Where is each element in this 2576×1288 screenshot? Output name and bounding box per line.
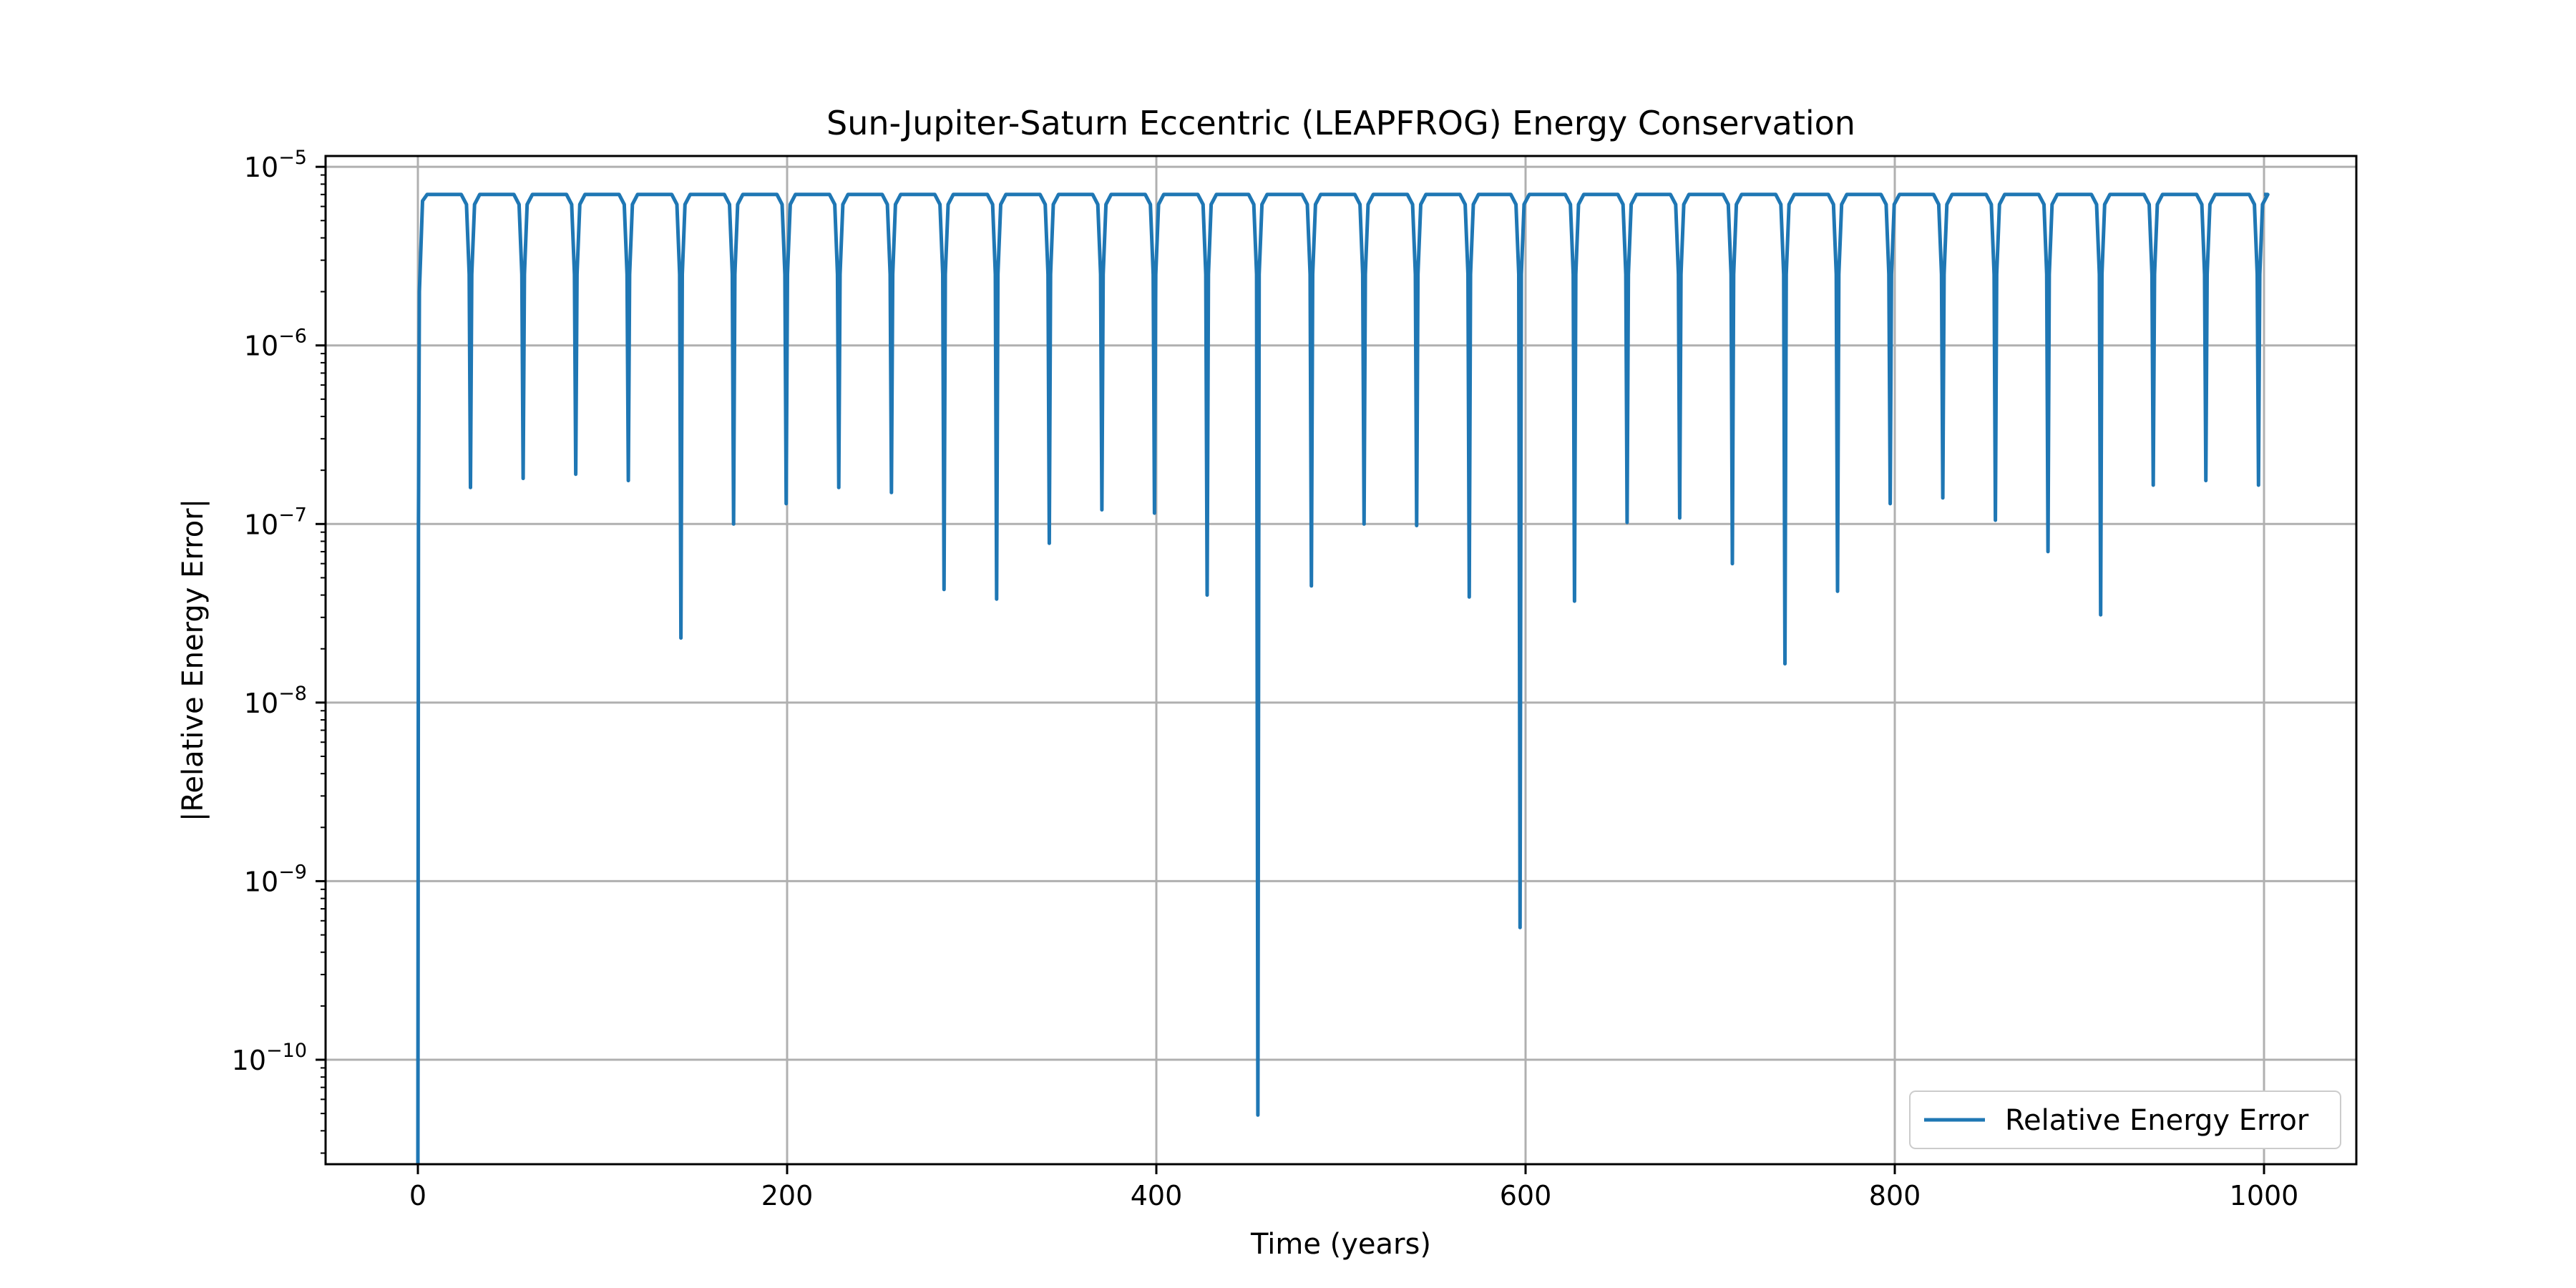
y-tick-label: 10−8 bbox=[244, 683, 307, 719]
x-tick-label: 600 bbox=[1500, 1180, 1552, 1211]
axis-ticks: 0 200 400 600 800 100010−510−610−710−810−910−… bbox=[232, 147, 2299, 1211]
y-tick-base: 10 bbox=[232, 1045, 266, 1076]
y-tick-exponent: −9 bbox=[278, 861, 307, 883]
y-tick-exponent: −7 bbox=[278, 504, 307, 526]
y-tick-base: 10 bbox=[244, 509, 278, 540]
y-axis-label: |Relative Energy Error| bbox=[177, 499, 210, 821]
y-tick-base: 10 bbox=[244, 688, 278, 719]
x-tick-label: 0 bbox=[409, 1180, 426, 1211]
y-tick-exponent: −5 bbox=[278, 147, 307, 169]
y-tick-label: 10−7 bbox=[244, 504, 307, 540]
y-tick-exponent: −10 bbox=[266, 1040, 307, 1062]
legend-entry-relative-energy-error: Relative Energy Error bbox=[2005, 1104, 2309, 1137]
legend: Relative Energy Error bbox=[1909, 1091, 2341, 1149]
y-tick-label: 10−9 bbox=[244, 861, 307, 897]
x-tick-label: 400 bbox=[1131, 1180, 1183, 1211]
y-tick-exponent: −6 bbox=[278, 326, 307, 348]
chart-title: Sun-Jupiter-Saturn Eccentric (LEAPFROG) … bbox=[826, 104, 1855, 142]
y-tick-base: 10 bbox=[244, 866, 278, 897]
y-tick-exponent: −8 bbox=[278, 683, 307, 705]
y-tick-label: 10−10 bbox=[232, 1040, 307, 1076]
series-layer bbox=[416, 192, 2270, 1164]
y-tick-base: 10 bbox=[244, 152, 278, 183]
plot-area-frame bbox=[324, 155, 2358, 1166]
y-tick-base: 10 bbox=[244, 331, 278, 362]
x-tick-label: 1000 bbox=[2230, 1180, 2299, 1211]
legend-box bbox=[1909, 1091, 2341, 1149]
series-line-relative-energy-error bbox=[416, 192, 2270, 1164]
y-tick-label: 10−5 bbox=[244, 147, 307, 183]
x-tick-label: 800 bbox=[1869, 1180, 1921, 1211]
y-tick-label: 10−6 bbox=[244, 326, 307, 362]
x-axis-label: Time (years) bbox=[1250, 1228, 1431, 1261]
x-tick-label: 200 bbox=[761, 1180, 814, 1211]
